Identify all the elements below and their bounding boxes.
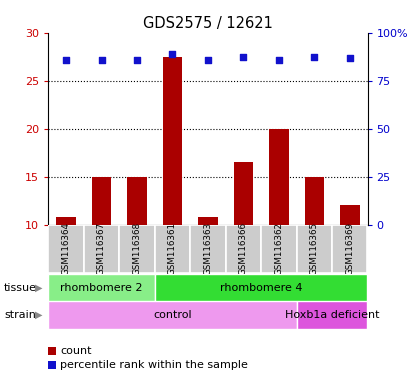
Text: count: count — [60, 346, 92, 356]
Text: GSM116362: GSM116362 — [274, 222, 284, 275]
Text: Hoxb1a deficient: Hoxb1a deficient — [285, 310, 379, 320]
Bar — [155, 225, 190, 273]
Text: ▶: ▶ — [35, 283, 42, 293]
Bar — [190, 225, 226, 273]
Bar — [56, 217, 76, 225]
Text: ▶: ▶ — [35, 310, 42, 320]
Text: GSM116366: GSM116366 — [239, 222, 248, 275]
Point — [134, 56, 140, 63]
Bar — [198, 217, 218, 225]
Point — [169, 51, 176, 57]
Text: tissue: tissue — [4, 283, 37, 293]
Text: rhombomere 2: rhombomere 2 — [60, 283, 143, 293]
Bar — [234, 162, 253, 225]
Text: strain: strain — [4, 310, 36, 320]
Bar — [155, 274, 368, 301]
Text: rhombomere 4: rhombomere 4 — [220, 283, 302, 293]
Bar — [297, 225, 332, 273]
Bar — [84, 225, 119, 273]
Point — [276, 56, 282, 63]
Point — [346, 55, 353, 61]
Text: GSM116365: GSM116365 — [310, 222, 319, 275]
Bar — [48, 225, 84, 273]
Text: GSM116369: GSM116369 — [345, 222, 354, 275]
Bar — [163, 56, 182, 225]
Point — [98, 56, 105, 63]
Text: GSM116364: GSM116364 — [62, 222, 71, 275]
Point — [311, 53, 318, 60]
Text: GSM116368: GSM116368 — [132, 222, 142, 275]
Bar — [340, 205, 360, 225]
Text: GSM116361: GSM116361 — [168, 222, 177, 275]
Bar — [226, 225, 261, 273]
Bar — [297, 301, 368, 329]
Text: GSM116367: GSM116367 — [97, 222, 106, 275]
Title: GDS2575 / 12621: GDS2575 / 12621 — [143, 17, 273, 31]
Bar — [332, 225, 368, 273]
Point — [240, 53, 247, 60]
Bar — [304, 177, 324, 225]
Bar — [269, 129, 289, 225]
Point — [205, 56, 211, 63]
Bar — [119, 225, 155, 273]
Bar — [261, 225, 297, 273]
Bar — [48, 301, 297, 329]
Bar — [127, 177, 147, 225]
Text: control: control — [153, 310, 192, 320]
Point — [63, 56, 69, 63]
Text: percentile rank within the sample: percentile rank within the sample — [60, 360, 248, 370]
Bar — [48, 274, 155, 301]
Text: GSM116363: GSM116363 — [203, 222, 213, 275]
Bar — [92, 177, 111, 225]
